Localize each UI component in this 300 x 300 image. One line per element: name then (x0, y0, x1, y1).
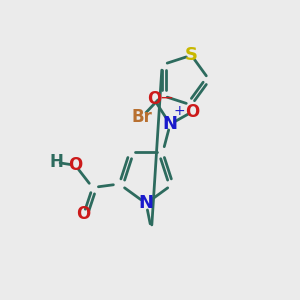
Text: N: N (163, 115, 178, 133)
Text: O: O (76, 205, 91, 223)
Text: O: O (147, 90, 161, 108)
Text: H: H (49, 153, 63, 171)
Text: Br: Br (131, 108, 152, 126)
Text: O: O (68, 156, 83, 174)
Text: O: O (185, 103, 200, 121)
Text: +: + (173, 104, 185, 118)
Text: N: N (139, 194, 154, 212)
Text: −: − (159, 88, 172, 106)
Text: S: S (185, 46, 198, 64)
